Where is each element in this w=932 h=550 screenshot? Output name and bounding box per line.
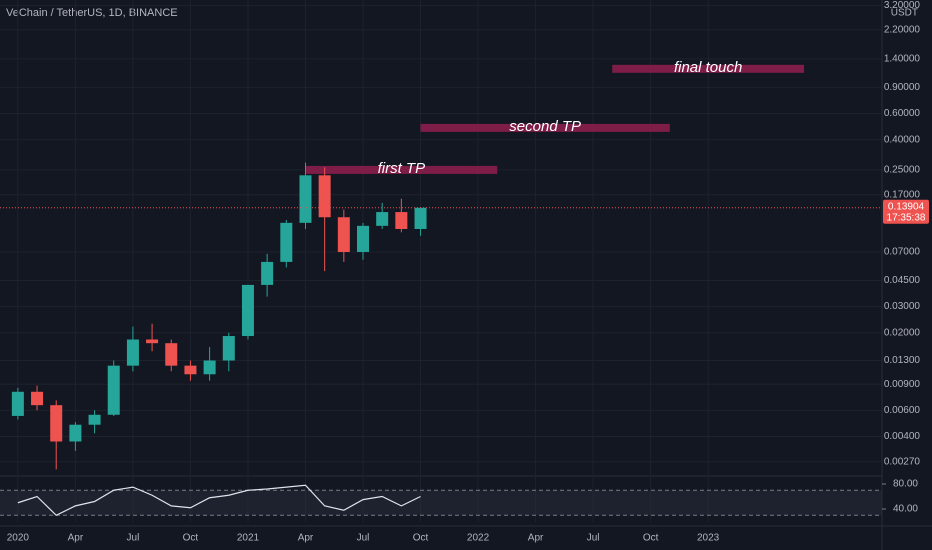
y-tick-label: 0.01300: [884, 355, 921, 366]
y-tick-label: 0.00600: [884, 405, 921, 416]
chart-title: VeChain / TetherUS, 1D, BINANCE: [6, 7, 178, 19]
y-tick-label: 0.17000: [884, 189, 921, 200]
rsi-band-fill: [0, 490, 882, 516]
candle-body: [299, 175, 312, 223]
candle-body: [357, 225, 370, 252]
x-tick-label: Oct: [643, 533, 659, 544]
candle-body: [203, 360, 216, 375]
candle-body: [31, 391, 44, 406]
y-tick-label: 0.03000: [884, 301, 921, 312]
candle-body: [11, 391, 24, 416]
rsi-tick-label: 40.00: [893, 504, 918, 515]
countdown: 17:35:38: [887, 212, 926, 223]
x-tick-label: Apr: [298, 533, 314, 544]
candle-body: [318, 175, 331, 218]
x-tick-label: Jul: [127, 533, 140, 544]
candle-body: [126, 339, 139, 366]
candle-body: [376, 212, 389, 226]
candle-body: [88, 414, 101, 425]
y-tick-label: 0.00400: [884, 431, 921, 442]
candle-body: [69, 424, 82, 442]
y-tick-label: 0.60000: [884, 108, 921, 119]
currency-label: USDT: [891, 8, 918, 19]
candle-body: [241, 284, 254, 337]
candle-body: [165, 343, 178, 366]
candle-body: [222, 336, 235, 361]
target-level: [305, 165, 498, 174]
y-tick-label: 0.25000: [884, 165, 921, 176]
target-label: final touch: [674, 59, 742, 76]
target-label: first TP: [378, 160, 426, 177]
candle-body: [395, 212, 408, 229]
target-level: [612, 64, 805, 73]
y-tick-label: 0.02000: [884, 327, 921, 338]
x-tick-label: 2022: [467, 533, 490, 544]
target-label: second TP: [509, 118, 581, 135]
x-tick-label: Jul: [587, 533, 600, 544]
candle-body: [184, 365, 197, 375]
x-tick-label: 2020: [7, 533, 30, 544]
rsi-tick-label: 80.00: [893, 479, 918, 490]
candle-body: [261, 261, 274, 285]
candle-body: [50, 405, 63, 442]
target-level: [420, 123, 670, 132]
y-tick-label: 3.20000: [884, 0, 921, 11]
last-price-label: 0.13904: [888, 201, 925, 212]
y-tick-label: 1.40000: [884, 54, 921, 65]
x-tick-label: 2023: [697, 533, 720, 544]
y-tick-label: 2.20000: [884, 24, 921, 35]
x-tick-label: Jul: [357, 533, 370, 544]
candle-body: [414, 207, 427, 229]
candle-body: [107, 365, 120, 415]
x-tick-label: Oct: [183, 533, 199, 544]
y-tick-label: 0.00270: [884, 456, 921, 467]
x-tick-label: Apr: [68, 533, 84, 544]
candle-body: [280, 222, 293, 262]
last-price-box: [883, 199, 929, 224]
candle-body: [337, 217, 350, 252]
y-tick-label: 0.00900: [884, 379, 921, 390]
x-tick-label: Oct: [413, 533, 429, 544]
candle-body: [146, 339, 159, 344]
y-tick-label: 0.40000: [884, 134, 921, 145]
x-tick-label: Apr: [528, 533, 544, 544]
y-tick-label: 0.07000: [884, 247, 921, 258]
rsi-line: [17, 484, 421, 516]
y-tick-label: 0.04500: [884, 275, 921, 286]
y-tick-label: 0.90000: [884, 82, 921, 93]
x-tick-label: 2021: [237, 533, 260, 544]
